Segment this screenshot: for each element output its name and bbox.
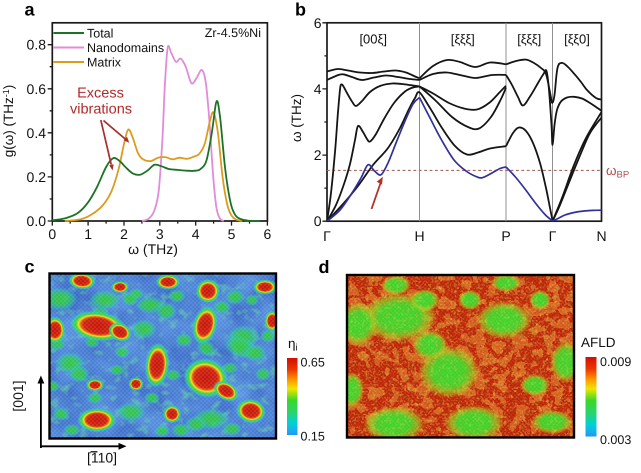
svg-text:Γ: Γ [549,228,557,244]
svg-text:g(ω) (THz-1): g(ω) (THz-1) [1,85,16,158]
svg-text:4: 4 [192,226,200,242]
svg-text:1: 1 [84,226,92,242]
svg-text:d: d [319,257,330,277]
svg-text:3: 3 [156,226,164,242]
svg-text:0: 0 [314,213,322,229]
svg-text:0.6: 0.6 [27,81,47,97]
svg-text:Zr-4.5%Ni: Zr-4.5%Ni [205,26,261,40]
svg-text:[001]: [001] [10,380,26,411]
svg-text:Γ: Γ [323,228,331,244]
svg-text:ω (THz): ω (THz) [289,94,304,142]
svg-text:AFLD: AFLD [581,335,616,350]
svg-text:ω (THz): ω (THz) [128,241,178,257]
svg-text:0.65: 0.65 [301,356,325,370]
svg-text:[ξξ0]: [ξξ0] [564,32,590,47]
svg-text:0: 0 [48,226,56,242]
svg-text:[00ξ]: [00ξ] [359,32,387,47]
svg-text:5: 5 [228,226,236,242]
svg-text:c: c [25,257,35,277]
svg-text:Nanodomains: Nanodomains [87,41,164,55]
svg-text:P: P [501,228,510,244]
svg-text:Excess: Excess [77,86,124,102]
svg-text:0.2: 0.2 [27,169,47,185]
svg-text:0.0: 0.0 [27,213,47,229]
svg-text:6: 6 [314,15,322,31]
svg-text:[ξξξ]: [ξξξ] [451,32,475,47]
svg-text:[ξξξ]: [ξξξ] [517,32,541,47]
svg-text:0.15: 0.15 [301,430,325,444]
svg-text:N: N [596,228,606,244]
svg-text:vibrations: vibrations [70,102,132,118]
svg-text:0.003: 0.003 [600,433,631,447]
svg-text:b: b [295,0,306,20]
svg-text:a: a [25,0,36,20]
svg-text:Total: Total [87,27,113,41]
svg-text:0.8: 0.8 [27,37,47,53]
svg-text:0.009: 0.009 [600,355,631,369]
svg-text:0.4: 0.4 [27,125,47,141]
svg-text:2: 2 [314,147,322,163]
svg-text:[110]: [110] [87,450,117,466]
svg-text:6: 6 [264,226,272,242]
svg-text:4: 4 [314,81,322,97]
svg-text:2: 2 [120,226,128,242]
svg-text:ηi: ηi [288,336,298,354]
svg-text:Matrix: Matrix [87,56,122,70]
svg-text:H: H [414,228,424,244]
